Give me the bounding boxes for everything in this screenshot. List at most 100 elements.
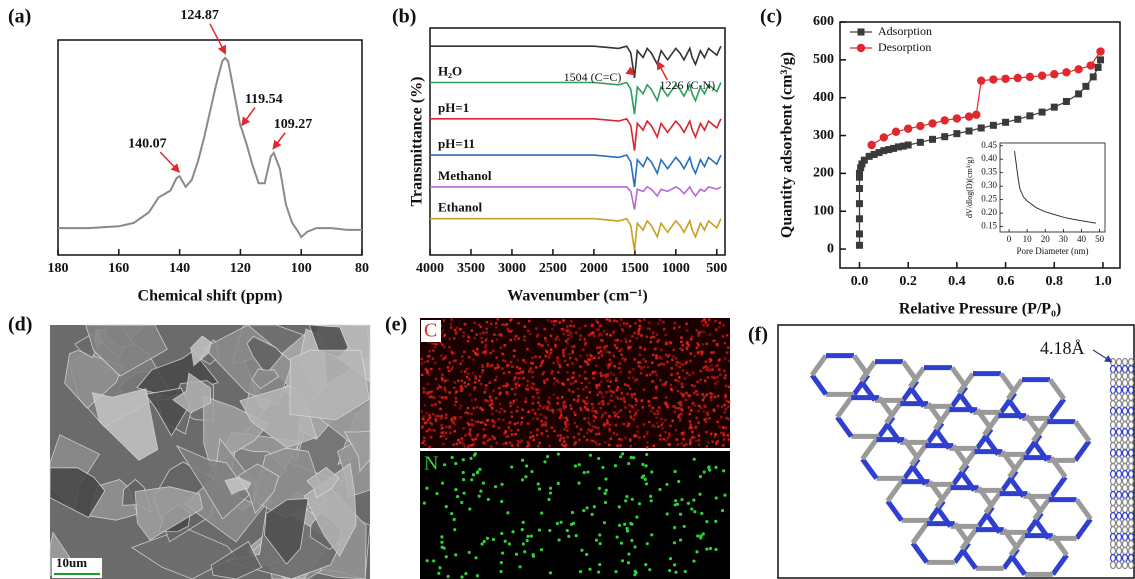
carbon-dot	[492, 425, 495, 428]
carbon-dot	[440, 435, 443, 438]
carbon-dot	[678, 326, 681, 329]
carbon-dot	[441, 344, 444, 347]
nitrogen-dot	[633, 545, 636, 548]
carbon-dot	[693, 385, 696, 388]
carbon-dot	[703, 397, 706, 400]
x-tick-label: 50	[1095, 234, 1105, 244]
carbon-dot	[693, 436, 696, 439]
carbon-dot	[620, 354, 623, 357]
carbon-dot	[590, 439, 593, 442]
carbon-dot	[556, 336, 559, 339]
carbon-dot	[544, 337, 547, 340]
x-tick-label: 1500	[621, 261, 649, 276]
carbon-dot	[483, 442, 486, 445]
nitrogen-dot	[547, 498, 550, 501]
carbon-dot	[629, 325, 632, 328]
carbon-dot	[654, 348, 657, 351]
carbon-dot	[450, 368, 453, 371]
carbon-dot	[665, 439, 668, 442]
carbon-dot	[586, 354, 589, 357]
carbon-dot	[635, 378, 638, 381]
carbon-dot	[483, 428, 486, 431]
carbon-dot	[559, 408, 562, 411]
carbon-dot	[550, 351, 553, 354]
carbon-dot	[476, 348, 479, 351]
carbon-dot	[618, 438, 621, 441]
carbon-dot	[677, 390, 680, 393]
carbon-dot	[548, 356, 551, 359]
x-tick-label: 0.2	[899, 274, 917, 289]
carbon-dot	[679, 420, 682, 423]
carbon-dot	[516, 359, 519, 362]
carbon-dot	[593, 357, 596, 360]
carbon-dot	[577, 387, 580, 390]
carbon-dot	[673, 327, 676, 330]
carbon-dot	[610, 371, 613, 374]
marker	[953, 130, 960, 137]
carbon-dot	[471, 329, 474, 332]
nitrogen-dot	[445, 555, 448, 558]
carbon-dot	[614, 405, 617, 408]
peak-label: 119.54	[245, 92, 283, 107]
nitrogen-dot	[666, 512, 669, 515]
nitrogen-dot	[708, 468, 711, 471]
carbon-dot	[659, 379, 662, 382]
nitrogen-dot	[631, 498, 634, 501]
carbon-dot	[532, 376, 535, 379]
carbon-dot	[423, 437, 426, 440]
carbon-dot	[568, 423, 571, 426]
carbon-dot	[607, 403, 610, 406]
carbon-dot	[557, 361, 560, 364]
carbon-dot	[515, 383, 518, 386]
carbon-dot	[455, 332, 458, 335]
carbon-dot	[536, 418, 539, 421]
carbon-dot	[616, 339, 619, 342]
carbon-dot	[497, 334, 500, 337]
carbon-dot	[661, 427, 664, 430]
carbon-dot	[567, 334, 570, 337]
carbon-dot	[441, 415, 444, 418]
carbon-dot	[686, 372, 689, 375]
carbon-dot	[520, 423, 523, 426]
y-tick-label: 600	[813, 14, 834, 29]
carbon-dot	[724, 342, 727, 345]
plot-frame	[1000, 143, 1105, 232]
carbon-dot	[700, 379, 703, 382]
nitrogen-dot	[705, 520, 708, 523]
carbon-dot	[421, 426, 424, 429]
carbon-dot	[496, 338, 499, 341]
nitrogen-dot	[523, 550, 526, 553]
carbon-dot	[577, 395, 580, 398]
marker	[1051, 104, 1058, 111]
carbon-dot	[518, 384, 521, 387]
carbon-dot	[711, 368, 714, 371]
carbon-dot	[461, 360, 464, 363]
carbon-dot	[558, 321, 561, 324]
carbon-dot	[663, 363, 666, 366]
carbon-dot	[571, 351, 574, 354]
nitrogen-dot	[438, 566, 441, 569]
carbon-dot	[602, 396, 605, 399]
carbon-dot	[461, 370, 464, 373]
nitrogen-dot	[709, 547, 712, 550]
carbon-dot	[505, 443, 508, 446]
carbon-dot	[514, 393, 517, 396]
carbon-dot	[606, 422, 609, 425]
carbon-dot	[637, 330, 640, 333]
nitrogen-dot	[487, 498, 490, 501]
carbon-dot	[484, 339, 487, 342]
nitrogen-dot	[518, 565, 521, 568]
nitrogen-dot	[673, 526, 676, 529]
carbon-dot	[448, 370, 451, 373]
carbon-dot	[503, 372, 506, 375]
carbon-dot	[695, 440, 698, 443]
marker	[1082, 83, 1089, 90]
carbon-dot	[598, 443, 601, 446]
y-tick-label: 0.15	[981, 221, 997, 231]
nitrogen-dot	[585, 553, 588, 556]
carbon-dot	[534, 355, 537, 358]
x-axis-label: Relative Pressure (P/P₀)	[899, 301, 1061, 318]
carbon-dot	[472, 358, 475, 361]
carbon-dot	[620, 398, 623, 401]
nitrogen-dot	[525, 464, 528, 467]
